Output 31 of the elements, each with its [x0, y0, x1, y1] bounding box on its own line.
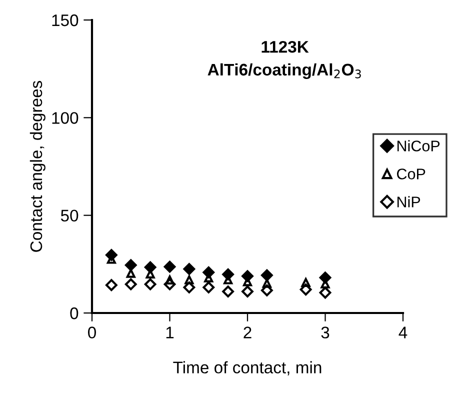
- y-tick-label: 150: [52, 14, 78, 26]
- x-axis-title: Time of contact, min: [173, 361, 322, 376]
- legend-label: NiCoP: [397, 140, 440, 152]
- legend-label: NiP: [397, 196, 420, 208]
- point: [105, 279, 118, 292]
- y-axis-title: Contact angle, degrees: [30, 80, 46, 252]
- y-tick-label: 0: [70, 307, 78, 320]
- point: [300, 284, 312, 296]
- point: [184, 275, 194, 284]
- point: [164, 278, 176, 290]
- x-tick-label: 0: [88, 326, 96, 338]
- point: [183, 263, 196, 276]
- point: [242, 286, 254, 298]
- text: 1123K AlTi6/coating/Al$_{2}$O$_{3}$: [208, 40, 361, 79]
- x-tick-label: 2: [244, 326, 252, 338]
- point: [260, 269, 273, 282]
- point: [183, 281, 196, 294]
- point: [319, 286, 332, 299]
- x-tick-label: 4: [398, 326, 408, 338]
- y-tick-label: 50: [60, 210, 78, 222]
- point: [124, 259, 137, 272]
- point: [164, 260, 176, 273]
- point: [202, 281, 215, 294]
- x-tick-label: 3: [321, 326, 330, 338]
- point: [124, 278, 137, 290]
- y-tick-label: 100: [52, 112, 78, 124]
- legend-label: CoP: [397, 168, 426, 180]
- point: [222, 286, 234, 298]
- point: [260, 284, 273, 296]
- x-tick-label: 1: [166, 326, 174, 338]
- point: [144, 278, 156, 290]
